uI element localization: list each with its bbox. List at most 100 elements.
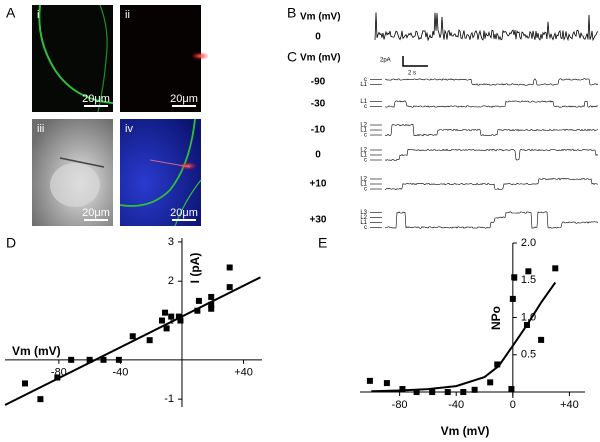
data-point bbox=[444, 389, 451, 396]
x-tick-label: -40 bbox=[112, 367, 128, 379]
y-tick-label: 2.0 bbox=[521, 237, 536, 249]
data-point bbox=[162, 309, 169, 316]
y-axis-label: I (pA) bbox=[188, 253, 202, 284]
data-point bbox=[208, 293, 215, 300]
data-point bbox=[158, 317, 165, 324]
image-label: iii bbox=[37, 123, 44, 135]
x-tick-label: +40 bbox=[234, 367, 253, 379]
data-point bbox=[100, 356, 107, 363]
data-point bbox=[383, 380, 390, 387]
data-point bbox=[538, 336, 545, 343]
data-point bbox=[487, 379, 494, 386]
level-label: c bbox=[364, 225, 367, 231]
y-tick-label: 1.5 bbox=[521, 274, 536, 286]
scale-bars bbox=[84, 105, 196, 221]
y-tick-label: 1 bbox=[168, 314, 174, 326]
fit-line bbox=[4, 276, 261, 406]
scale-label: 20μm bbox=[82, 207, 110, 219]
data-point bbox=[366, 377, 373, 384]
level-label: L2 bbox=[360, 123, 367, 129]
trace bbox=[384, 100, 599, 108]
data-point bbox=[68, 356, 75, 363]
scale-label: 20μm bbox=[170, 93, 198, 105]
data-point bbox=[508, 386, 515, 393]
data-point bbox=[163, 325, 170, 332]
level-label: 0 bbox=[315, 32, 321, 43]
scale-label: 2 s bbox=[408, 71, 416, 77]
panel-label: A bbox=[6, 5, 16, 21]
image-i bbox=[32, 4, 114, 113]
data-point bbox=[552, 265, 559, 272]
panel-label: E bbox=[318, 235, 327, 251]
level-label: L1 bbox=[360, 128, 367, 134]
data-point bbox=[509, 295, 516, 302]
data-point bbox=[177, 317, 184, 324]
y-tick-label: 1.0 bbox=[521, 311, 536, 323]
trace bbox=[384, 123, 599, 137]
data-point bbox=[399, 386, 406, 393]
scale-bar bbox=[402, 56, 428, 67]
vm-label: 0 bbox=[315, 150, 321, 161]
axis-label: Vm (mV) bbox=[300, 53, 341, 64]
y-tick-label: 2 bbox=[168, 275, 174, 287]
data-point bbox=[194, 307, 201, 314]
data-point bbox=[525, 268, 532, 275]
data-point bbox=[168, 313, 175, 320]
level-label: L1 bbox=[360, 182, 367, 188]
trace bbox=[384, 211, 599, 229]
data-point bbox=[226, 284, 233, 291]
image-label: i bbox=[37, 9, 39, 21]
data-point bbox=[22, 380, 29, 387]
trace bbox=[384, 177, 599, 191]
x-tick-label: -40 bbox=[448, 399, 464, 411]
image-iv bbox=[119, 118, 202, 227]
x-tick-label: +40 bbox=[560, 399, 579, 411]
y-axis-label: NPo bbox=[489, 306, 503, 330]
image-iii bbox=[32, 119, 113, 226]
data-point bbox=[54, 374, 61, 381]
axis-label: Vm (mV) bbox=[300, 12, 341, 23]
data-point bbox=[195, 297, 202, 304]
x-tick-label: -80 bbox=[392, 399, 408, 411]
image-label: ii bbox=[125, 9, 130, 21]
level-label: c bbox=[364, 133, 367, 139]
level-label: L1 bbox=[360, 220, 367, 226]
level-label: L2 bbox=[360, 177, 367, 183]
data-point bbox=[413, 389, 420, 396]
x-axis-label: Vm (mV) bbox=[12, 344, 61, 358]
level-label: L1 bbox=[360, 99, 367, 105]
data-point bbox=[86, 356, 93, 363]
vm-label: -30 bbox=[311, 99, 326, 110]
y-tick-label: 0.5 bbox=[521, 349, 536, 361]
data-point bbox=[471, 386, 478, 393]
vm-label: -10 bbox=[311, 125, 326, 136]
data-point bbox=[115, 356, 122, 363]
level-label: L2 bbox=[360, 215, 367, 221]
data-point bbox=[460, 389, 467, 396]
vm-label: +30 bbox=[310, 215, 327, 226]
data-point bbox=[208, 301, 215, 308]
scale-label: 20μm bbox=[170, 207, 198, 219]
level-label: L1 bbox=[360, 82, 367, 88]
level-label: L1 bbox=[360, 153, 367, 159]
y-tick-label: -1 bbox=[164, 393, 174, 405]
vm-label: +10 bbox=[310, 179, 327, 190]
y-tick-label: 3 bbox=[168, 236, 174, 248]
data-point bbox=[37, 396, 44, 403]
level-label: L2 bbox=[360, 148, 367, 154]
level-label: c bbox=[364, 187, 367, 193]
data-point bbox=[129, 333, 136, 340]
data-point bbox=[146, 337, 153, 344]
data-point bbox=[429, 389, 436, 396]
level-label: c bbox=[364, 104, 367, 110]
level-label: L3 bbox=[360, 210, 367, 216]
level-label: c bbox=[364, 77, 367, 83]
image-ii bbox=[120, 5, 209, 112]
scale-label: 2pA bbox=[380, 58, 391, 64]
trace bbox=[385, 78, 599, 86]
image-label: iv bbox=[125, 123, 133, 135]
data-point bbox=[511, 274, 518, 281]
panel-label: C bbox=[287, 49, 297, 65]
panel-label: D bbox=[6, 235, 16, 251]
